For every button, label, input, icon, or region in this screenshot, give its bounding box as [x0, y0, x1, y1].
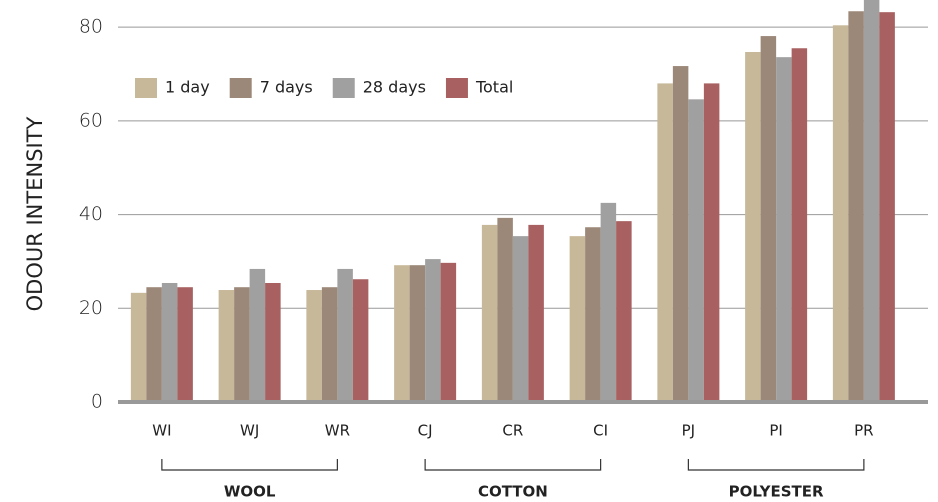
y-tick-label: 40	[79, 203, 103, 225]
x-tick-label: CR	[502, 422, 523, 440]
bar	[394, 265, 410, 402]
group-label: POLYESTER	[729, 483, 824, 501]
bar	[306, 290, 322, 402]
bar	[497, 217, 513, 402]
bar	[848, 11, 864, 402]
bar	[703, 83, 720, 402]
bar	[352, 279, 369, 402]
bar	[760, 36, 777, 402]
group-bracket	[161, 459, 338, 471]
bar	[146, 287, 162, 402]
group-label: COTTON	[478, 483, 548, 501]
bar	[409, 265, 426, 402]
legend-label: 28 days	[363, 78, 426, 97]
bar	[177, 287, 193, 402]
y-tick-label: 60	[79, 109, 103, 131]
bar	[600, 202, 617, 402]
y-tick-label: 0	[91, 391, 103, 413]
bar	[265, 282, 281, 402]
bar	[528, 224, 544, 402]
group-bracket	[687, 459, 865, 471]
bar	[832, 25, 849, 402]
y-tick-label: 20	[79, 297, 103, 319]
legend-label: Total	[475, 78, 513, 97]
x-tick-label: WI	[152, 422, 171, 440]
bar	[569, 236, 586, 402]
x-tick-label: PJ	[682, 422, 695, 440]
x-tick-label: WJ	[240, 422, 259, 440]
bar	[657, 83, 673, 402]
bars	[130, 0, 895, 402]
y-axis-label: ODOUR INTENSITY	[23, 116, 47, 311]
y-tick-label: 80	[79, 16, 103, 38]
bar	[863, 0, 880, 402]
bar	[791, 48, 808, 402]
legend-swatch	[229, 78, 252, 98]
bar	[337, 268, 353, 402]
x-tick-label: CI	[593, 422, 608, 440]
x-tick-label: PR	[854, 422, 873, 440]
bar	[161, 282, 178, 402]
bar	[672, 66, 689, 402]
x-tick-label: CJ	[418, 422, 433, 440]
bar	[585, 227, 601, 402]
legend-label: 1 day	[165, 78, 210, 97]
bar	[776, 57, 792, 402]
x-tick-label: WR	[325, 422, 350, 440]
bar	[234, 287, 250, 402]
bar	[512, 236, 529, 402]
group-bracket	[424, 459, 602, 471]
bar	[616, 221, 632, 402]
bar	[440, 262, 457, 402]
legend-label: 7 days	[260, 78, 313, 97]
legend-swatch	[332, 78, 355, 98]
x-tick-label: PI	[769, 422, 782, 440]
bar	[130, 292, 147, 402]
bar	[481, 224, 498, 402]
bar	[249, 268, 266, 402]
bar	[745, 52, 761, 402]
bar	[321, 287, 338, 402]
bar	[879, 12, 895, 402]
bar	[218, 290, 235, 402]
bar	[688, 99, 704, 402]
bar	[425, 259, 441, 402]
legend-swatch	[135, 78, 157, 98]
legend-swatch	[445, 78, 468, 98]
group-label: WOOL	[224, 483, 276, 501]
